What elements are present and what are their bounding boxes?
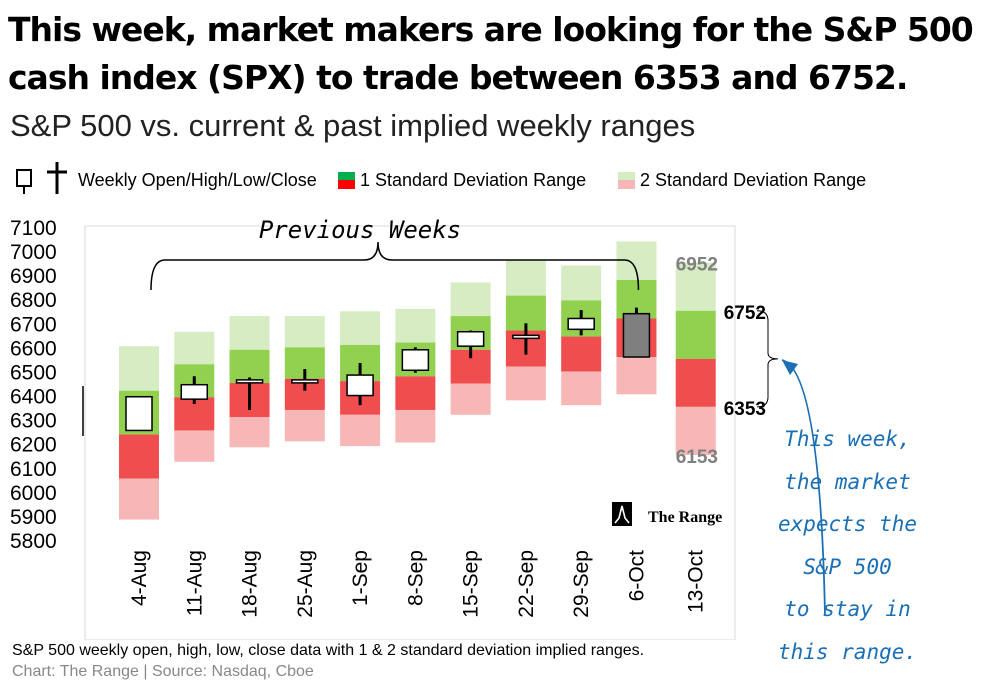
legend-sd1-label: 1 Standard Deviation Range: [360, 170, 587, 190]
sd2-upper-bar: [395, 308, 436, 343]
annotation-line: expects the: [777, 512, 918, 536]
sd2-low-label: 6153: [676, 447, 718, 468]
sd2-lower-bar: [450, 383, 491, 415]
y-tick-label: 6400: [10, 386, 57, 409]
open-up-candle-icon: [16, 169, 32, 194]
sd2-upper-bar: [119, 346, 159, 391]
previous-weeks-brace: [150, 241, 640, 291]
ohlc-cross-icon: [47, 162, 67, 194]
sd2-lower-bar: [395, 409, 436, 443]
legend-sd2-label: 2 Standard Deviation Range: [640, 170, 867, 190]
chart-subtitle: S&P 500 vs. current & past implied weekl…: [10, 108, 696, 143]
y-tick-label: 6500: [10, 361, 57, 384]
sd2-upper-bar: [561, 265, 602, 301]
candle-body: [401, 349, 430, 372]
x-tick-label: 11-Aug: [183, 550, 206, 616]
sd2-upper-bar: [505, 260, 546, 296]
sd2-upper-bar: [284, 316, 325, 348]
sd1-upper-bar: [675, 310, 716, 359]
sd2-lower-bar: [505, 366, 546, 401]
current-range-bracket: [756, 310, 779, 408]
legend-sd2-swatch-lower: [618, 180, 635, 189]
previous-weeks-label: Previous Weeks: [259, 216, 461, 244]
sd2-lower-bar: [174, 430, 215, 462]
x-tick-label: 29-Sep: [570, 550, 593, 618]
annotation-arrowhead: [782, 360, 798, 375]
sd1-lower-bar: [119, 434, 159, 479]
y-tick-label: 7100: [10, 217, 57, 240]
candle-body: [456, 330, 485, 347]
y-tick-label: 6900: [10, 265, 57, 288]
y-tick-label: 7000: [10, 241, 57, 264]
candle-body: [512, 334, 540, 340]
sd2-upper-bar: [229, 316, 270, 350]
sd2-upper-bar: [340, 311, 381, 345]
headline: This week, market makers are looking for…: [8, 6, 998, 102]
plot-frame: [84, 225, 736, 640]
y-tick-label: 5900: [10, 506, 57, 529]
sd2-upper-bar: [174, 331, 215, 365]
candle-body: [622, 312, 651, 358]
y-tick-label: 6200: [10, 434, 57, 457]
x-tick-label: 22-Sep: [515, 550, 538, 618]
candle-body: [291, 379, 319, 384]
sd2-upper-bar: [675, 262, 716, 311]
candle-body: [235, 379, 264, 384]
the-range-watermark: The Range: [648, 509, 722, 526]
candle-body: [567, 317, 595, 331]
sd2-high-label: 6952: [676, 255, 718, 276]
candle-body: [180, 383, 209, 400]
x-tick-label: 25-Aug: [294, 550, 317, 618]
x-tick-label: 8-Sep: [404, 550, 427, 606]
x-tick-label: 1-Sep: [349, 550, 372, 606]
sd2-lower-bar: [284, 409, 325, 442]
x-tick-label: 6-Oct: [625, 550, 648, 602]
legend-sd1-swatch-upper: [338, 172, 355, 180]
legend-ohlc-label: Weekly Open/High/Low/Close: [78, 170, 317, 190]
y-tick-label: 6600: [10, 337, 57, 360]
legend: Weekly Open/High/Low/Close 1 Standard De…: [10, 160, 1000, 200]
annotation-line: S&P 500: [803, 554, 892, 579]
sd2-lower-bar: [675, 406, 716, 456]
headline-line-2: cash index (SPX) to trade between 6353 a…: [8, 58, 908, 97]
sd2-lower-bar: [340, 414, 381, 447]
y-tick-label: 6100: [10, 458, 57, 481]
y-tick-label: 6300: [10, 410, 57, 433]
headline-line-1: This week, market makers are looking for…: [8, 10, 974, 49]
annotation-line: This week,: [784, 427, 911, 451]
range-chart: 5800590060006100620063006400650066006700…: [10, 216, 826, 640]
sd2-lower-bar: [616, 357, 657, 395]
y-tick-label: 5800: [10, 530, 57, 553]
legend-sd1-swatch-lower: [338, 180, 355, 189]
x-tick-label: 13-Oct: [685, 550, 708, 613]
sd1-lower-bar: [561, 336, 602, 372]
source-credit: Chart: The Range | Source: Nasdaq, Cboe: [12, 663, 314, 680]
sd1-lower-bar: [395, 376, 436, 410]
y-tick-label: 6800: [10, 289, 57, 312]
annotation-line: this range.: [777, 639, 918, 664]
x-tick-label: 4-Aug: [128, 550, 151, 606]
sd2-lower-bar: [229, 417, 270, 448]
sd2-upper-bar: [450, 282, 491, 317]
sd1-high-label: 6752: [724, 303, 766, 324]
sd2-lower-bar: [119, 478, 159, 520]
sd1-lower-bar: [675, 358, 716, 407]
x-tick-label: 18-Aug: [239, 550, 262, 618]
y-tick-label: 6700: [10, 313, 57, 336]
legend-sd2-swatch-upper: [618, 172, 635, 180]
footnote: S&P 500 weekly open, high, low, close da…: [12, 642, 645, 659]
candle-body: [346, 374, 374, 397]
annotation-text: This week, the market expects the S&P 50…: [765, 418, 930, 673]
y-tick-label: 6000: [10, 482, 57, 505]
sd2-lower-bar: [561, 371, 602, 406]
candle-body: [125, 395, 153, 432]
annotation-line: to stay in: [784, 597, 911, 621]
annotation-line: the market: [784, 469, 911, 494]
sd1-low-label: 6353: [724, 399, 766, 420]
the-range-logo-glyph: [614, 505, 630, 524]
x-tick-label: 15-Sep: [460, 550, 483, 618]
